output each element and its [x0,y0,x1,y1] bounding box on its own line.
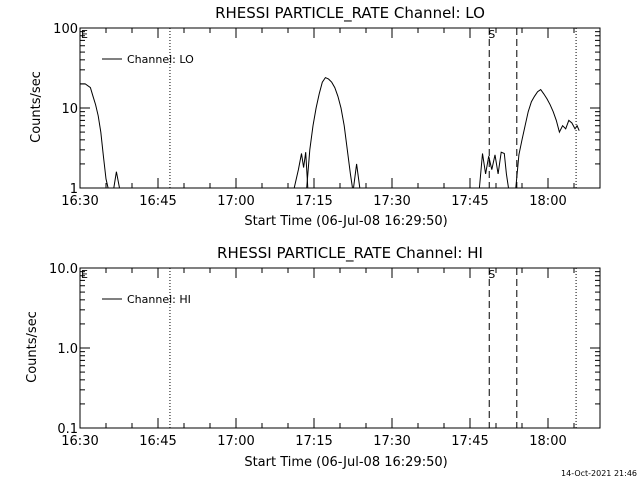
x-tick-label: 17:00 [217,194,254,209]
y-tick-label: 0.1 [57,422,78,437]
y-axis-label: Counts/sec [25,311,40,383]
x-tick-label: 17:45 [451,434,488,449]
series-line [80,83,109,189]
y-axis-label: Counts/sec [29,71,44,143]
x-tick-label: 17:30 [373,194,410,209]
series-line [353,163,361,189]
x-tick-label: 17:30 [373,434,410,449]
y-tick-label: 10 [61,102,78,117]
x-tick-label: 16:30 [61,194,98,209]
series-line [293,152,309,189]
corner-marker: E [81,268,88,281]
chart-title: RHESSI PARTICLE_RATE Channel: LO [215,4,485,23]
series-line [113,171,120,189]
x-axis-label: Start Time (06-Jul-08 16:29:50) [244,214,447,229]
legend-entry: Channel: LO [127,53,194,66]
footer-timestamp: 14-Oct-2021 21:46 [561,469,637,478]
series-line [478,151,509,189]
x-tick-label: 17:00 [217,434,254,449]
y-tick-label: 100 [53,22,78,37]
corner-marker: E [81,28,88,41]
chart-title: RHESSI PARTICLE_RATE Channel: HI [217,244,483,263]
x-tick-label: 18:00 [529,194,566,209]
lo-channel-panel: RHESSI PARTICLE_RATE Channel: LO Counts/… [29,4,601,229]
series-line [515,88,580,189]
y-tick-label: 10.0 [49,262,78,277]
event-marker-label: S [488,28,495,41]
event-marker-label: S [488,268,495,281]
x-tick-label: 17:15 [295,434,332,449]
x-axis-label: Start Time (06-Jul-08 16:29:50) [244,455,447,470]
x-tick-label: 18:00 [529,434,566,449]
x-tick-label: 16:45 [139,434,176,449]
x-tick-label: 16:45 [139,194,176,209]
hi-channel-panel: RHESSI PARTICLE_RATE Channel: HI Counts/… [25,244,601,470]
x-tick-label: 16:30 [61,434,98,449]
series-line [306,76,353,189]
y-tick-label: 1.0 [57,342,78,357]
x-tick-label: 17:45 [451,194,488,209]
x-tick-label: 17:15 [295,194,332,209]
y-tick-label: 1 [70,182,78,197]
legend-entry: Channel: HI [127,293,191,306]
